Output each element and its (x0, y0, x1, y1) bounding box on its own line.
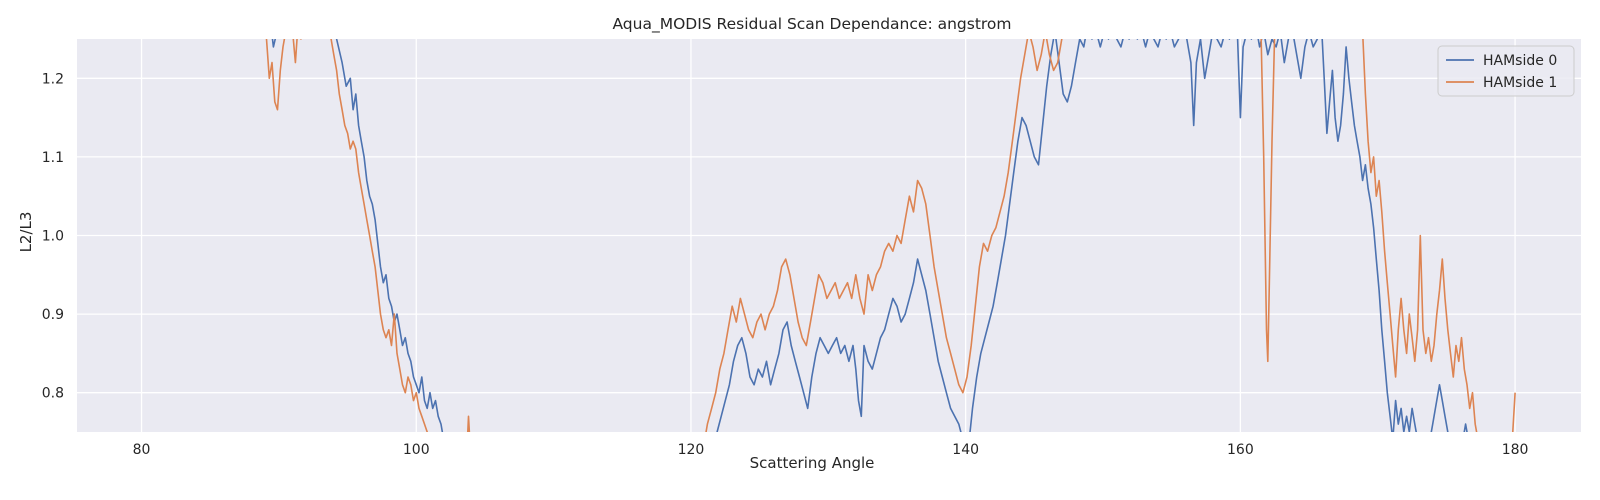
y-tick-label: 1.0 (42, 229, 64, 245)
x-tick-label: 140 (952, 442, 979, 458)
legend-label: HAMside 0 (1483, 53, 1557, 69)
y-tick-label: 0.9 (42, 307, 64, 323)
y-axis-label: L2/L3 (17, 212, 35, 253)
legend-box (1437, 45, 1575, 97)
series-line-1 (265, 39, 1516, 432)
x-tick-label: 160 (1227, 442, 1254, 458)
y-tick-label: 1.1 (42, 150, 64, 166)
y-tick-label: 0.8 (42, 386, 64, 402)
x-tick-label: 100 (403, 442, 430, 458)
grid-lines (77, 39, 1581, 432)
y-tick-label: 1.2 (42, 71, 64, 87)
x-tick-label: 80 (133, 442, 151, 458)
series-layer (265, 39, 1516, 432)
legend-label: HAMside 1 (1483, 75, 1557, 91)
legend: HAMside 0 HAMside 1 (1437, 45, 1575, 97)
chart-title: Aqua_MODIS Residual Scan Dependance: ang… (612, 15, 1011, 34)
x-tick-label: 120 (678, 442, 705, 458)
x-tick-labels: 80 100 120 140 160 180 (133, 442, 1529, 458)
series-line-0 (271, 39, 1468, 432)
x-tick-label: 180 (1502, 442, 1529, 458)
x-axis-label: Scattering Angle (750, 454, 875, 472)
y-tick-labels: 0.8 0.9 1.0 1.1 1.2 (42, 71, 64, 401)
